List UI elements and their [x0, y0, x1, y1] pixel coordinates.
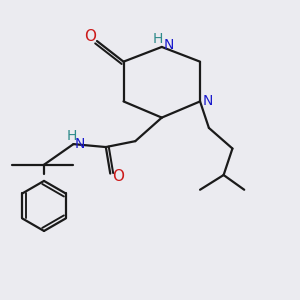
Text: N: N	[75, 136, 85, 151]
Text: O: O	[84, 29, 96, 44]
Text: N: N	[203, 94, 214, 108]
Text: O: O	[112, 169, 124, 184]
Text: N: N	[163, 38, 174, 52]
Text: H: H	[152, 32, 163, 46]
Text: H: H	[67, 129, 77, 143]
